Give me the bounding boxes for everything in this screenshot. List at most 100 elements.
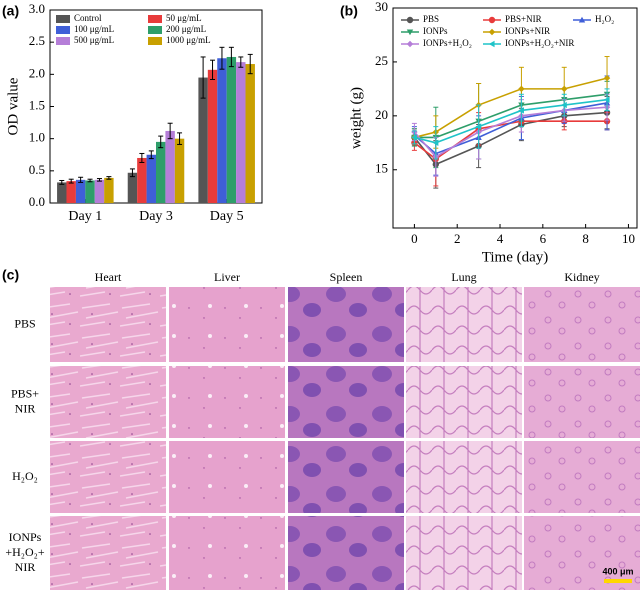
bar — [75, 179, 86, 203]
histology-image — [50, 366, 166, 438]
y-tick-label: 2.0 — [29, 65, 45, 80]
series-line — [414, 98, 608, 144]
x-axis-label: Time (day) — [482, 249, 549, 265]
bar — [198, 77, 208, 203]
scale-bar — [604, 579, 632, 583]
legend-swatch — [56, 15, 70, 23]
x-tick-label: Day 1 — [68, 209, 102, 224]
series-line — [413, 120, 608, 160]
y-axis-label: OD value — [5, 77, 21, 135]
scale-bar-label: 400 μm — [602, 566, 633, 576]
x-tick-label: 10 — [622, 231, 635, 246]
marker — [603, 96, 610, 103]
histology-image — [288, 366, 404, 438]
panel-label: (a) — [2, 3, 19, 19]
y-tick-label: 25 — [375, 53, 388, 68]
row-label: IONPs — [9, 530, 42, 544]
legend-label: 100 μg/mL — [74, 24, 114, 34]
histology-image — [524, 287, 640, 362]
legend-swatch — [148, 26, 162, 34]
marker — [488, 16, 496, 24]
bar — [165, 130, 175, 203]
bar — [127, 172, 138, 203]
bar — [104, 177, 114, 203]
bar — [217, 58, 227, 203]
legend-swatch — [148, 15, 162, 23]
row-label: +H₂O₂+ — [5, 545, 44, 559]
row-label: PBS — [14, 316, 35, 330]
histology-image — [288, 441, 404, 513]
series-line — [413, 111, 608, 166]
y-axis-label: weight (g) — [348, 87, 364, 149]
marker — [561, 85, 568, 93]
plot-frame — [392, 7, 638, 229]
bar — [66, 181, 76, 203]
marker — [603, 74, 611, 82]
legend-label: PBS+NIR — [505, 14, 542, 24]
y-tick-label: 0.5 — [29, 162, 45, 177]
series-line — [413, 106, 608, 158]
legend-label: 200 μg/mL — [166, 24, 206, 34]
histology-image — [406, 366, 522, 438]
histology-image — [524, 366, 640, 438]
bar — [226, 56, 237, 203]
column-header: Heart — [95, 270, 122, 284]
marker — [475, 123, 482, 130]
x-tick-label: 4 — [497, 231, 504, 246]
bar — [57, 182, 67, 203]
histology-image — [50, 441, 166, 513]
bar — [146, 154, 156, 203]
bar — [94, 179, 105, 203]
row-label: H₂O₂ — [12, 469, 38, 483]
marker — [411, 134, 417, 141]
y-tick-label: 0.0 — [29, 194, 45, 209]
histology-image — [406, 287, 522, 362]
legend-label: 1000 μg/mL — [166, 35, 211, 45]
x-tick-label: Day 3 — [139, 209, 173, 224]
marker — [432, 139, 439, 147]
column-header: Kidney — [564, 270, 599, 284]
legend-label: IONPs+H₂O₂+NIR — [505, 38, 574, 48]
legend-label: 50 μg/mL — [166, 13, 202, 23]
histology-image — [524, 516, 640, 590]
bar — [236, 62, 246, 203]
panel-label: (c) — [2, 267, 19, 283]
y-tick-label: 1.5 — [29, 97, 45, 112]
histology-image — [50, 287, 166, 362]
y-tick-label: 1.0 — [29, 130, 45, 145]
row-label: NIR — [15, 401, 36, 415]
x-tick-label: 2 — [454, 231, 461, 246]
legend-swatch — [148, 37, 162, 45]
histology-image — [169, 287, 285, 362]
y-tick-label: 15 — [375, 161, 388, 176]
histology-image — [406, 441, 522, 513]
row-label: NIR — [15, 560, 36, 574]
x-tick-label: 8 — [582, 231, 589, 246]
legend-label: H₂O₂ — [595, 14, 614, 24]
bar — [207, 69, 218, 203]
y-tick-label: 2.5 — [29, 33, 45, 48]
marker — [406, 29, 414, 36]
column-header: Lung — [451, 270, 476, 284]
marker — [406, 16, 414, 24]
histology-image — [169, 516, 285, 590]
histology-image — [288, 516, 404, 590]
marker — [518, 107, 524, 114]
column-header: Liver — [214, 270, 240, 284]
histology-image — [169, 441, 285, 513]
bar — [137, 157, 147, 203]
histology-image — [288, 287, 404, 362]
x-tick-label: 6 — [540, 231, 547, 246]
y-tick-label: 3.0 — [29, 1, 45, 16]
bar — [174, 138, 185, 203]
legend-label: IONPs+H₂O₂ — [423, 38, 472, 48]
legend-label: Control — [74, 13, 102, 23]
histology-image — [169, 366, 285, 438]
series-line — [414, 77, 608, 139]
marker — [578, 16, 586, 23]
series-line — [414, 93, 608, 139]
marker — [406, 40, 414, 48]
histology-image — [50, 516, 166, 590]
legend-label: IONPs+NIR — [505, 26, 550, 36]
